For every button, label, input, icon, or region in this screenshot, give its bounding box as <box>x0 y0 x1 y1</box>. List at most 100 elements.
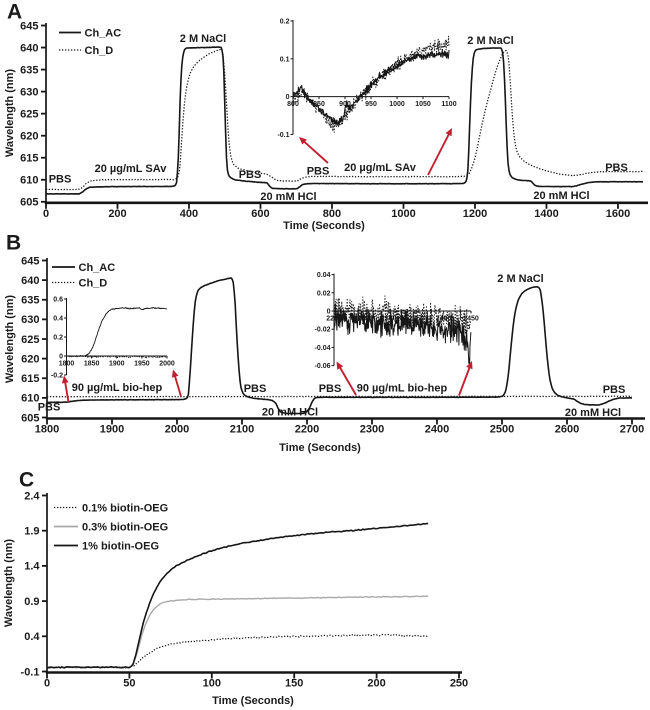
red-arrow-shaft <box>338 365 357 396</box>
inset-y-tick-label: 0 <box>286 94 290 101</box>
panel-B-inset-1: -0.2 0 0.2 0.4 0.6 1800 1850 1900 1950 2000 <box>51 297 175 380</box>
inset-x-tick-label: 1800 <box>59 361 75 368</box>
panel-b-letter: B <box>6 232 21 255</box>
panel-B-series-Ch_AC <box>46 277 632 415</box>
inset-y-tick-label: 0.1 <box>280 56 290 63</box>
inset-x-tick-label: 2000 <box>159 361 175 368</box>
y-tick-label: 640 <box>20 42 38 54</box>
annotation: 20 mM HCl <box>260 191 316 203</box>
annotation: PBS <box>49 174 72 186</box>
y-tick-label: 2.4 <box>24 490 40 502</box>
inset-y-tick-label: 0.6 <box>53 297 63 304</box>
x-tick-label: 0 <box>43 208 49 220</box>
annotation: 20 mM HCl <box>565 407 621 419</box>
annotation: 2 M NaCl <box>467 35 513 47</box>
red-arrow-head <box>336 361 344 370</box>
panel-C-series-0.3% biotin-OEG <box>46 595 429 669</box>
x-tick-label: 1800 <box>35 424 59 436</box>
annotation: PBS <box>603 384 626 396</box>
x-tick-label: 600 <box>251 208 269 220</box>
panel-a-x-axis-title: Time (Seconds) <box>283 220 365 232</box>
legend-label-0.3% biotin-OEG: 0.3% biotin-OEG <box>82 522 168 534</box>
inset-y-tick-label: -0.2 <box>51 373 63 380</box>
y-tick-label: 615 <box>21 373 39 385</box>
y-tick-label: 605 <box>20 197 38 209</box>
panel-C-series-1% biotin-OEG <box>47 522 429 669</box>
y-tick-label: 630 <box>21 314 39 326</box>
panel-c-letter: C <box>19 469 34 492</box>
y-tick-label: 605 <box>21 412 39 424</box>
annotation: 20 mM HCl <box>533 190 589 202</box>
x-tick-label: 150 <box>285 678 303 690</box>
inset-x-tick-label: 1000 <box>389 101 405 108</box>
inset-y-tick-label: 0.2 <box>280 19 290 26</box>
annotation: 90 µg/mL bio-hep <box>72 382 163 394</box>
panel-A-inset-series-Ch_D <box>292 35 450 133</box>
legend-label-0.1% biotin-OEG: 0.1% biotin-OEG <box>82 503 168 515</box>
panel-a-y-axis-title: Wavelength (nm) <box>4 69 16 158</box>
panel-B-inset-series-Ch_D <box>66 355 167 359</box>
red-arrow-head <box>466 361 473 370</box>
x-tick-label: 2400 <box>425 424 449 436</box>
x-tick-label: 2700 <box>620 424 644 436</box>
x-tick-label: 1200 <box>463 208 487 220</box>
x-tick-label: 100 <box>203 678 221 690</box>
panel-B-inset-series-Ch_AC <box>66 307 167 357</box>
red-arrow-shaft <box>458 365 471 396</box>
inset-x-tick-label: 950 <box>365 101 377 108</box>
panel-B: 1800 1900 2000 2100 2200 2300 2400 2500 2600 2700… <box>21 255 645 436</box>
annotation: PBS <box>307 166 330 178</box>
y-tick-label: 640 <box>21 275 39 287</box>
y-tick-label: -0.1 <box>21 666 40 678</box>
inset-x-tick-label: 1050 <box>415 101 431 108</box>
panel-A-series-Ch_AC <box>45 46 643 195</box>
x-tick-label: 200 <box>367 678 385 690</box>
inset-x-tick-label: 1900 <box>109 361 125 368</box>
legend-label-Ch_AC: Ch_AC <box>79 262 116 274</box>
y-tick-label: 615 <box>20 153 38 165</box>
inset-x-tick-label: 800 <box>287 101 299 108</box>
inset-y-tick-label: -0.02 <box>315 327 331 334</box>
panel-A: 0 200 400 600 800 1000 1200 1400 1600 605 610 615 62… <box>20 19 648 220</box>
inset-y-tick-label: 0 <box>327 309 331 316</box>
inset-y-tick-label: 0.2 <box>53 335 63 342</box>
legend-label-Ch_D: Ch_D <box>79 278 108 290</box>
annotation: PBS <box>244 383 267 395</box>
chart-layers: 0 200 400 600 800 1000 1200 1400 160060561061562… <box>20 19 648 690</box>
panel-B-inset-series-Ch_D <box>333 295 472 334</box>
y-tick-label: 625 <box>21 334 39 346</box>
panel-c-x-axis-title: Time (Seconds) <box>212 695 294 707</box>
red-arrow-head <box>171 369 179 378</box>
annotation: 20 mM HCl <box>262 407 318 419</box>
inset-y-tick-label: 0.02 <box>317 290 331 297</box>
red-arrow-shaft <box>173 374 182 397</box>
legend-label-1% biotin-OEG: 1% biotin-OEG <box>82 541 159 553</box>
inset-y-tick-label: -0.1 <box>277 132 289 139</box>
inset-x-tick-label: 850 <box>313 101 325 108</box>
x-tick-label: 2500 <box>490 424 514 436</box>
x-tick-label: 2200 <box>295 424 319 436</box>
panel-C: 0 50 100 150 200 250 -0.1 0.4 0.9 1.4 1.9 2.4 0.1% b… <box>21 490 469 689</box>
x-tick-label: 0 <box>44 678 50 690</box>
red-arrow-shaft <box>302 139 329 164</box>
inset-x-tick-label: 900 <box>339 101 351 108</box>
annotation: 2 M NaCl <box>497 273 543 285</box>
red-arrow-shaft <box>427 132 451 176</box>
inset-y-tick-label: 0 <box>59 354 63 361</box>
inset-y-tick-label: -0.04 <box>315 345 331 352</box>
y-tick-label: 625 <box>20 108 38 120</box>
panel-A-inset-series-Ch_AC <box>292 49 450 126</box>
y-tick-label: 635 <box>20 64 38 76</box>
x-tick-label: 1400 <box>534 208 558 220</box>
panel-C-series-0.1% biotin-OEG <box>46 633 429 669</box>
red-arrow-head <box>61 375 69 384</box>
annotation: 20 µg/mL SAv <box>344 162 417 174</box>
inset-y-tick-label: 0.4 <box>53 316 63 323</box>
red-arrow-head <box>299 137 307 145</box>
y-tick-label: 645 <box>21 255 39 267</box>
red-arrow-shaft <box>63 380 70 403</box>
x-tick-label: 800 <box>323 208 341 220</box>
inset-x-tick-label: 1850 <box>84 361 100 368</box>
y-tick-label: 635 <box>21 295 39 307</box>
annotation: PBS <box>38 402 61 414</box>
